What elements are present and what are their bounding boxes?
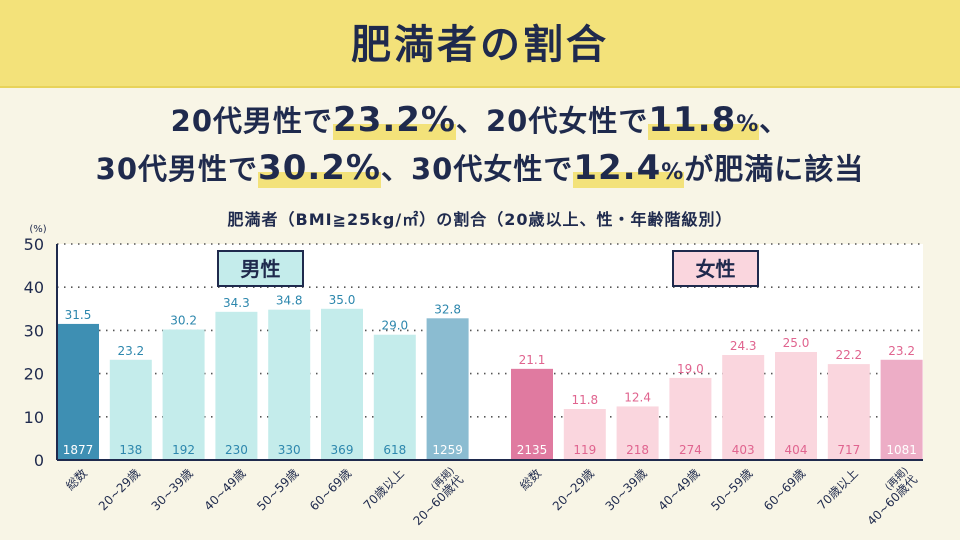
highlight-number: 30.2 bbox=[258, 148, 346, 188]
headline-text: が肥満に該当 bbox=[684, 152, 865, 186]
value-label: 12.4 bbox=[624, 390, 651, 404]
headline-text: 、 bbox=[759, 104, 790, 138]
highlight-value: 30.2% bbox=[258, 148, 381, 188]
value-label: 34.8 bbox=[276, 294, 303, 308]
y-tick-label: 10 bbox=[24, 408, 44, 427]
y-tick-label: 30 bbox=[24, 321, 44, 340]
highlight-value: 12.4% bbox=[573, 148, 685, 188]
series-label: 男性 bbox=[241, 257, 281, 281]
bar bbox=[215, 311, 258, 460]
value-label: 19.0 bbox=[677, 362, 704, 376]
series-label: 女性 bbox=[696, 257, 736, 281]
headline-text: 、20代女性で bbox=[456, 104, 649, 138]
value-label: 21.1 bbox=[519, 353, 546, 367]
x-tick-label: 20~29歳 bbox=[96, 466, 143, 513]
y-tick-label: 20 bbox=[24, 365, 44, 384]
value-label: 23.2 bbox=[888, 344, 915, 358]
y-tick-label: 40 bbox=[24, 278, 44, 297]
sample-size-label: 717 bbox=[837, 443, 860, 457]
sample-size-label: 230 bbox=[225, 443, 248, 457]
value-label: 34.3 bbox=[223, 296, 250, 310]
series-label-box bbox=[672, 250, 759, 287]
highlight-number: 11.8 bbox=[648, 100, 737, 140]
sample-size-label: 119 bbox=[573, 443, 596, 457]
highlight-unit: % bbox=[345, 148, 381, 188]
value-label: 29.0 bbox=[381, 319, 408, 333]
bar bbox=[616, 406, 659, 460]
x-tick-label: 60~69歳 bbox=[761, 466, 808, 513]
sample-size-label: 274 bbox=[679, 443, 702, 457]
x-tick-label: 30~39歳 bbox=[149, 466, 196, 513]
bar bbox=[880, 359, 923, 460]
x-tick-label: 総数 bbox=[517, 466, 545, 494]
title-bar bbox=[0, 0, 960, 88]
sample-size-label: 192 bbox=[172, 443, 195, 457]
value-label: 32.8 bbox=[434, 302, 461, 316]
sample-size-label: 369 bbox=[331, 443, 354, 457]
page-title: 肥満者の割合 bbox=[351, 22, 609, 68]
series-label-box bbox=[217, 250, 304, 287]
highlight-value: 11.8% bbox=[648, 100, 760, 140]
sample-size-label: 138 bbox=[119, 443, 142, 457]
value-label: 25.0 bbox=[783, 336, 810, 350]
sample-size-label: 2135 bbox=[517, 443, 548, 457]
highlight-unit: % bbox=[661, 160, 685, 185]
sample-size-label: 330 bbox=[278, 443, 301, 457]
x-tick-label: (再掲)20~60歳代 bbox=[403, 465, 466, 528]
bar bbox=[109, 359, 152, 460]
sample-size-label: 403 bbox=[732, 443, 755, 457]
x-tick-label: 20~29歳 bbox=[550, 466, 597, 513]
sample-size-label: 1081 bbox=[886, 443, 917, 457]
y-tick-label: 0 bbox=[34, 451, 44, 470]
sample-size-label: 404 bbox=[785, 443, 808, 457]
y-tick-label: 50 bbox=[24, 235, 44, 254]
value-label: 11.8 bbox=[571, 393, 598, 407]
x-tick-label: (再掲)40~60歳代 bbox=[857, 465, 920, 528]
bar bbox=[511, 368, 553, 460]
x-tick-label: 40~49歳 bbox=[655, 466, 702, 513]
highlight-unit: % bbox=[736, 112, 760, 137]
value-label: 30.2 bbox=[170, 314, 197, 328]
value-label: 22.2 bbox=[835, 348, 862, 362]
highlight-value: 23.2% bbox=[333, 100, 456, 140]
x-tick-label: 60~69歳 bbox=[307, 466, 354, 513]
bar bbox=[669, 377, 712, 460]
headline-text: 20代男性で bbox=[170, 104, 334, 138]
sample-size-label: 218 bbox=[626, 443, 649, 457]
x-tick-label: 50~59歳 bbox=[254, 466, 301, 513]
bar bbox=[268, 309, 311, 460]
headline-text: 、30代女性で bbox=[381, 152, 574, 186]
value-label: 23.2 bbox=[117, 344, 144, 358]
sample-size-label: 1877 bbox=[63, 443, 94, 457]
bar bbox=[827, 364, 870, 460]
bar bbox=[373, 334, 416, 460]
headline-text: 30代男性で bbox=[95, 152, 259, 186]
x-tick-label: 70歳以上 bbox=[361, 466, 407, 512]
x-tick-label: 40~49歳 bbox=[201, 466, 248, 513]
value-label: 24.3 bbox=[730, 339, 757, 353]
chart-title: 肥満者（BMI≧25kg/㎡）の割合（20歳以上、性・年齢階級別） bbox=[227, 210, 733, 229]
bar bbox=[775, 352, 817, 460]
y-axis-unit: (%) bbox=[29, 224, 46, 235]
sample-size-label: 618 bbox=[383, 443, 406, 457]
bar bbox=[426, 318, 469, 460]
bar bbox=[563, 409, 606, 460]
headline-line-2: 30代男性で30.2%、30代女性で12.4%が肥満に該当 bbox=[0, 146, 960, 188]
x-tick-label: 50~59歳 bbox=[708, 466, 755, 513]
x-tick-label: 30~39歳 bbox=[603, 466, 650, 513]
bar bbox=[321, 308, 363, 460]
value-label: 31.5 bbox=[65, 308, 92, 322]
bar bbox=[722, 355, 765, 460]
sample-size-label: 1259 bbox=[432, 443, 463, 457]
value-label: 35.0 bbox=[329, 293, 356, 307]
bar bbox=[57, 323, 99, 460]
highlight-unit: % bbox=[420, 100, 456, 140]
highlight-number: 23.2 bbox=[333, 100, 421, 140]
headline-line-1: 20代男性で23.2%、20代女性で11.8%、 bbox=[0, 98, 960, 140]
bar bbox=[162, 329, 205, 460]
x-tick-label: 総数 bbox=[63, 466, 91, 494]
x-tick-label: 70歳以上 bbox=[815, 466, 861, 512]
highlight-number: 12.4 bbox=[573, 148, 662, 188]
